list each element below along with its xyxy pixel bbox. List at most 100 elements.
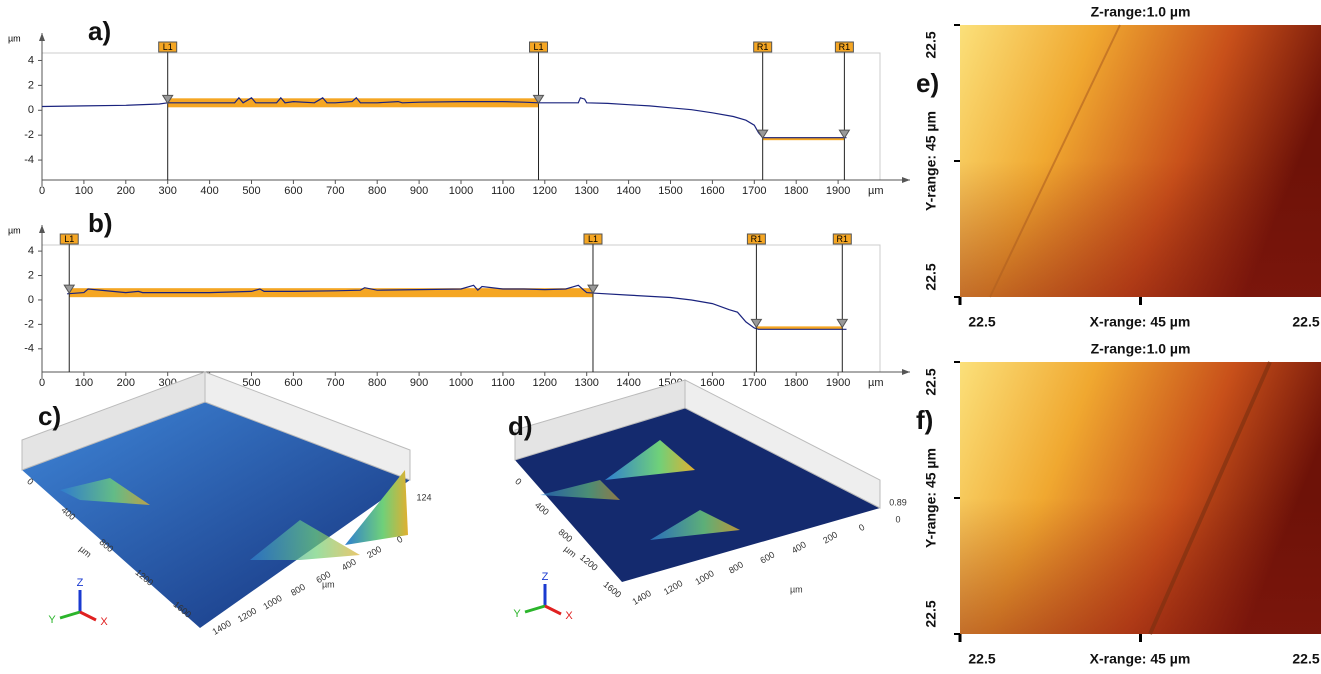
x-unit: µm (868, 185, 884, 197)
cursor-marker (63, 284, 76, 295)
panel-label: a) (88, 16, 111, 46)
x-tick-label: 600 (284, 185, 302, 197)
y-tick-label: 4 (28, 245, 34, 257)
y-tick-label: -2 (24, 318, 34, 330)
x-tick-label: 1900 (826, 377, 850, 389)
x-tick-label: 600 (758, 549, 776, 565)
surface-plots: c)04008001200160014001200100080060040020… (21, 371, 907, 637)
x-tick-label: 1800 (784, 377, 808, 389)
x-tick-label: 1700 (742, 185, 766, 197)
x-tick-label: 200 (117, 185, 135, 197)
cursor-marker (532, 94, 545, 105)
range-band (69, 288, 593, 298)
cursor-marker (587, 284, 599, 295)
x-tick-label: 1600 (700, 185, 724, 197)
y-tick-label: 0 (28, 104, 34, 116)
y-arrow (39, 225, 45, 233)
cursor-marker (756, 129, 769, 140)
y-arrow (39, 33, 45, 41)
y-tick-label: 4 (28, 54, 34, 66)
y-tick-label: 1200 (578, 552, 600, 573)
y-unit: µm (562, 544, 578, 560)
x-tick-label: 1000 (449, 185, 473, 197)
x-label: X-range: 45 µm (1090, 651, 1191, 667)
cursor-tag (59, 233, 79, 245)
surface (515, 408, 880, 582)
x-tick-label: 400 (790, 539, 808, 555)
cursor-label: L1 (588, 234, 598, 244)
triad-label: X (565, 610, 573, 622)
cursor-tag (529, 41, 549, 53)
x-tick-label: 1200 (662, 578, 684, 597)
y-label: Y-range: 45 µm (923, 111, 939, 211)
afm-shade (960, 362, 1321, 634)
y-label: Y-range: 45 µm (923, 448, 939, 548)
x-tick-label: 22.5 (968, 651, 995, 667)
x-tick-label: 1400 (211, 618, 233, 637)
x-arrow (902, 177, 910, 183)
cursor-marker (838, 129, 851, 140)
panel-label: e) (916, 68, 939, 98)
x-unit: µm (322, 579, 335, 589)
range-band (167, 98, 539, 108)
profile-line (67, 284, 847, 330)
y-tick-label: 2 (28, 269, 34, 281)
axis-triad (524, 604, 546, 614)
cursor-label: R1 (839, 42, 851, 52)
x-tick-label: 0 (857, 522, 866, 533)
x-tick-label: 1000 (449, 377, 473, 389)
afm-images: e) Z-range:1.0 µm Y-range: 45 µm 22.5 22.5 22… (916, 4, 1321, 667)
x-tick-label: 1100 (491, 377, 515, 389)
y-tick-label: 22.5 (923, 263, 939, 290)
x-tick-label: 1800 (784, 185, 808, 197)
y-unit: µm (8, 33, 21, 43)
x-tick-label: 800 (289, 582, 307, 598)
z-tick-label: 0.89 (889, 497, 907, 507)
z-tick-label: 124 (416, 492, 431, 502)
x-tick-label: 22.5 (1292, 314, 1319, 330)
cursor-tag (158, 41, 178, 53)
y-tick-label: 2 (28, 79, 34, 91)
x-tick-label: 1400 (631, 588, 653, 607)
x-tick-label: 1000 (261, 593, 283, 612)
x-tick-label: 1200 (533, 185, 557, 197)
y-tick-label: 800 (556, 527, 574, 544)
y-tick-label: 400 (533, 500, 551, 517)
cursor-tag (832, 233, 852, 245)
x-tick-label: 500 (242, 377, 260, 389)
x-tick-label: 100 (75, 377, 93, 389)
scratch (989, 24, 1121, 298)
y-tick-label: -4 (24, 154, 34, 166)
x-tick-label: 600 (284, 377, 302, 389)
triad-label: Z (542, 571, 549, 583)
x-tick-label: 1200 (533, 377, 557, 389)
x-tick-label: 800 (727, 559, 745, 575)
axis-triad (79, 610, 97, 622)
y-tick-label: 0 (513, 476, 523, 487)
y-tick-label: 22.5 (923, 31, 939, 58)
panel-label: f) (916, 405, 933, 435)
y-tick-label: 22.5 (923, 368, 939, 395)
x-tick-label: 300 (159, 185, 177, 197)
triad-label: X (100, 616, 108, 628)
y-tick-label: 0 (28, 294, 34, 306)
cursor-marker (836, 318, 849, 329)
x-tick-label: 400 (200, 185, 218, 197)
triad-label: Y (48, 614, 56, 626)
y-tick-label: -4 (24, 343, 34, 355)
x-label: X-range: 45 µm (1090, 314, 1191, 330)
image-title: Z-range:1.0 µm (1091, 341, 1191, 357)
x-tick-label: 800 (368, 377, 386, 389)
x-arrow (902, 369, 910, 375)
panel-label: b) (88, 208, 113, 238)
image-title: Z-range:1.0 µm (1091, 4, 1191, 20)
panel-label: c) (38, 401, 61, 431)
x-tick-label: 500 (242, 185, 260, 197)
ridge (345, 470, 408, 545)
back-wall (684, 379, 881, 509)
panel-label: d) (508, 411, 533, 441)
axis-triad (544, 604, 562, 616)
cursor-label: R1 (751, 234, 763, 244)
x-tick-label: 700 (326, 185, 344, 197)
